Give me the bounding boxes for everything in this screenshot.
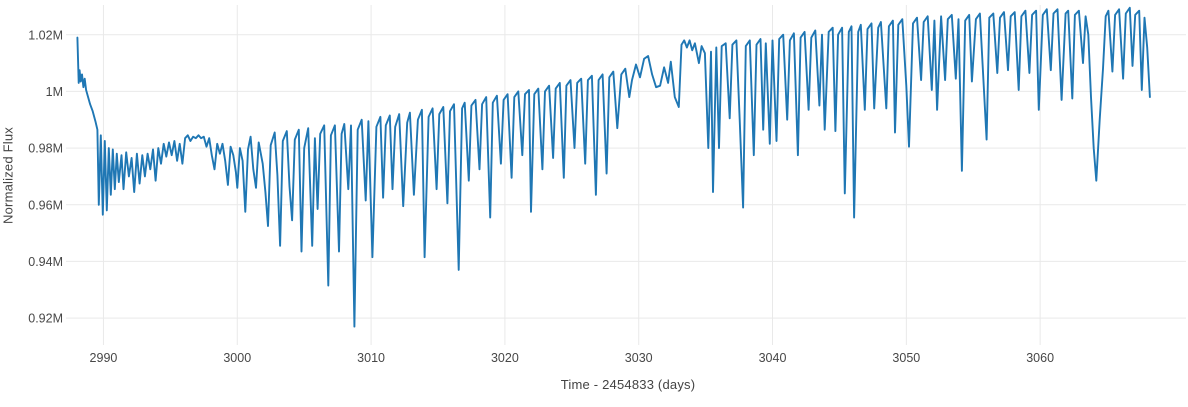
flux-line [76,6,1151,328]
x-axis-title: Time - 2454833 (days) [560,377,696,392]
x-tick-label: 3060 [1026,351,1054,365]
y-tick-label: 0.92M [28,312,63,326]
axis-tick-labels: 2990 3000 3010 3020 3030 3040 3050 3060 0.92M 0.9… [28,28,1054,365]
x-tick-label: 3020 [491,351,519,365]
y-tick-label: 0.98M [28,142,63,156]
gridlines [66,5,1186,345]
y-tick-label: 1M [46,85,63,99]
x-tick-label: 2990 [90,351,118,365]
x-tick-label: 3050 [892,351,920,365]
x-tick-label: 3010 [357,351,385,365]
flux-line-series [76,6,1151,328]
x-tick-label: 3000 [223,351,251,365]
y-axis-title: Normalized Flux [0,127,16,224]
y-tick-label: 1.02M [28,28,63,42]
y-tick-label: 0.96M [28,198,63,212]
y-tick-label: 0.94M [28,255,63,269]
x-tick-label: 3030 [625,351,653,365]
x-tick-label: 3040 [759,351,787,365]
